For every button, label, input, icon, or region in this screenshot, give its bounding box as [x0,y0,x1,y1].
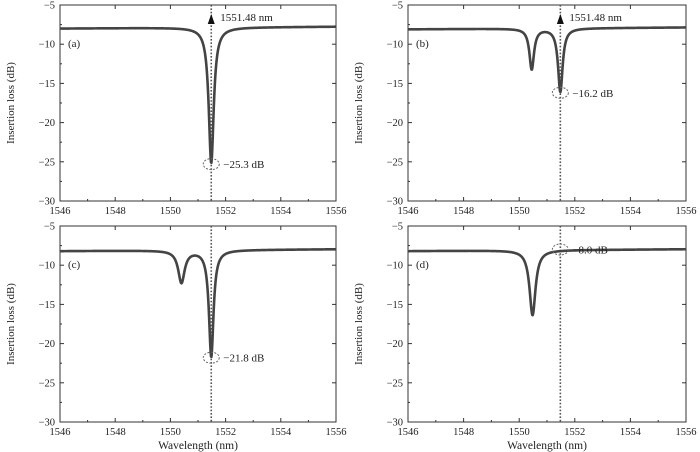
y-tick-label: −30 [387,197,403,208]
x-tick-label: 1548 [453,206,474,217]
x-tick-label: 1548 [105,427,126,438]
spectrum-line [59,247,337,359]
y-tick-label: −5 [44,1,55,12]
arrow-head-icon [207,14,215,24]
x-tick-label: 1546 [50,206,71,217]
x-tick-label: 1550 [160,206,181,217]
y-tick-label: −25 [39,378,55,389]
panel-label: (c) [68,259,81,271]
highlight-circle [202,158,220,171]
arrow-head-icon [556,14,564,24]
y-tick-label: −15 [39,300,55,311]
x-tick-label: 1552 [564,427,585,438]
y-tick-label: −15 [39,79,55,90]
y-tick-label: −30 [387,418,403,429]
y-tick-label: −20 [387,339,403,350]
x-tick-label: 1556 [676,427,697,438]
y-axis-label: Insertion loss (dB) [353,283,365,365]
y-tick-label: −30 [39,197,55,208]
x-tick-label: 1548 [105,206,126,217]
depth-annotation: −16.2 dB [572,88,613,100]
y-tick-label: −20 [39,118,55,129]
depth-annotation: −8.0 dB [572,245,608,257]
y-tick-label: −25 [387,378,403,389]
x-axis-label: Wavelength (nm) [507,440,587,452]
x-tick-label: 1554 [270,206,292,217]
spectrum-line [59,25,337,165]
y-axis-label: Insertion loss (dB) [5,283,17,365]
highlight-circle [551,243,569,256]
y-tick-label: −20 [387,118,403,129]
spectrum-line [407,247,687,317]
y-tick-label: −15 [387,300,403,311]
depth-annotation: −25.3 dB [223,159,264,171]
y-tick-label: −10 [39,261,55,272]
x-tick-label: 1550 [509,206,530,217]
spectrum-line [407,26,687,94]
x-tick-label: 1552 [215,206,236,217]
x-axis-label: Wavelength (nm) [158,440,238,452]
y-tick-label: −25 [39,157,55,168]
panel-label: (b) [416,38,429,50]
wavelength-annotation: 1551.48 nm [220,12,273,24]
x-tick-label: 1546 [398,206,419,217]
x-tick-label: 1546 [398,427,419,438]
x-tick-label: 1556 [326,206,347,217]
y-tick-label: −25 [387,157,403,168]
wavelength-annotation: 1551.48 nm [569,12,622,24]
panel-label: (a) [68,38,81,50]
y-tick-label: −20 [39,339,55,350]
y-axis-label: Insertion loss (dB) [5,62,17,144]
highlight-circle [202,351,220,364]
x-tick-label: 1554 [620,427,642,438]
panel-label: (d) [416,259,429,271]
y-tick-label: −5 [392,222,403,233]
axes-frame [407,4,687,202]
x-tick-label: 1548 [453,427,474,438]
depth-annotation: −21.8 dB [223,353,264,365]
y-tick-label: −10 [387,40,403,51]
y-tick-label: −10 [387,261,403,272]
x-tick-label: 1552 [564,206,585,217]
x-tick-label: 1550 [509,427,530,438]
y-tick-label: −30 [39,418,55,429]
x-tick-label: 1552 [215,427,236,438]
y-tick-label: −5 [392,1,403,12]
y-tick-label: −5 [44,222,55,233]
x-tick-label: 1556 [676,206,697,217]
highlight-circle [551,86,569,99]
x-tick-label: 1546 [50,427,71,438]
x-tick-label: 1554 [270,427,292,438]
y-tick-label: −10 [39,40,55,51]
x-tick-label: 1554 [620,206,642,217]
x-tick-label: 1550 [160,427,181,438]
y-axis-label: Insertion loss (dB) [353,62,365,144]
y-tick-label: −15 [387,79,403,90]
x-tick-label: 1556 [326,427,347,438]
